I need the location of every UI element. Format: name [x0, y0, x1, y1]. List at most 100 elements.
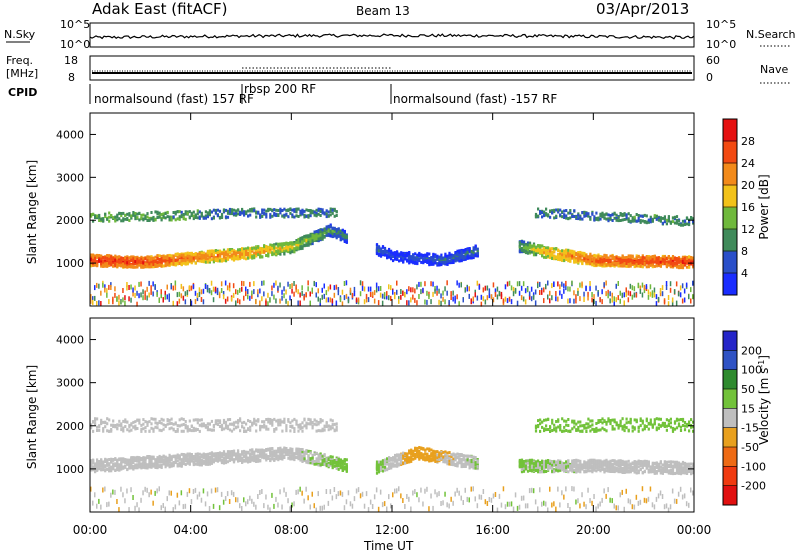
power-cell — [583, 297, 585, 302]
power-cell — [430, 299, 432, 305]
power-cell — [653, 216, 656, 220]
velocity-cell — [257, 494, 259, 499]
power-cell — [241, 211, 244, 215]
power-cell — [327, 232, 330, 236]
power-cell — [416, 261, 419, 265]
velocity-cell — [241, 421, 244, 425]
velocity-cell — [253, 421, 256, 425]
velocity-cell — [164, 465, 167, 469]
power-cell — [166, 210, 169, 214]
velocity-cell — [118, 468, 121, 472]
power-cell — [208, 211, 211, 215]
velocity-cell — [228, 458, 232, 462]
power-cell — [337, 230, 340, 233]
velocity-cell — [253, 501, 255, 507]
power-cell — [333, 234, 336, 238]
power-cell — [150, 257, 153, 261]
power-cell — [659, 216, 662, 220]
power-cell — [232, 255, 236, 259]
power-cell — [396, 252, 399, 256]
colorbar-swatch — [723, 163, 737, 186]
power-cell — [633, 286, 636, 292]
velocity-cell — [216, 487, 219, 493]
power-cell — [444, 286, 446, 292]
power-cell — [235, 254, 238, 258]
power-cell — [627, 212, 630, 216]
velocity-cell — [140, 423, 143, 427]
power-cell — [301, 208, 304, 212]
velocity-cell — [182, 504, 185, 510]
power-cell — [406, 259, 409, 262]
power-cell — [186, 289, 189, 295]
velocity-cell — [245, 429, 248, 433]
power-cell — [416, 300, 418, 306]
power-cell — [534, 212, 538, 216]
velocity-cell — [212, 460, 215, 464]
power-cell — [124, 255, 127, 259]
power-cell — [150, 263, 153, 267]
velocity-cell — [92, 429, 95, 433]
power-cell — [659, 291, 662, 297]
power-cell — [152, 259, 155, 263]
velocity-cell — [122, 492, 124, 498]
power-cell — [577, 258, 580, 262]
power-cell — [605, 259, 608, 262]
velocity-cell — [126, 467, 129, 471]
power-cell — [645, 255, 648, 258]
velocity-cell — [116, 423, 119, 427]
velocity-cell — [126, 460, 129, 464]
power-cell — [319, 207, 322, 211]
velocity-cell — [150, 426, 153, 430]
power-panel-frame — [89, 112, 695, 307]
power-cell — [249, 213, 252, 217]
velocity-cell — [102, 463, 105, 467]
power-cell — [277, 247, 280, 251]
power-cell — [331, 298, 334, 304]
power-cell — [108, 263, 111, 267]
velocity-cell — [247, 499, 249, 505]
power-cell — [277, 209, 280, 212]
velocity-cell — [206, 428, 209, 432]
power-cell — [136, 301, 138, 307]
velocity-cell — [224, 461, 228, 465]
power-cell — [216, 254, 219, 257]
velocity-cell — [198, 491, 201, 497]
power-cell — [126, 285, 128, 291]
velocity-cell — [142, 457, 145, 461]
power-cell — [587, 260, 590, 264]
power-cell — [100, 264, 103, 268]
power-cell — [575, 294, 577, 300]
power-cell — [307, 243, 310, 247]
power-cell — [673, 289, 676, 295]
power-cell — [235, 213, 238, 217]
power-cell — [192, 214, 195, 218]
power-cell — [180, 263, 183, 267]
power-cell — [458, 252, 461, 256]
velocity-cell — [122, 466, 125, 470]
velocity-cell — [136, 459, 139, 463]
velocity-cell — [237, 452, 240, 456]
velocity-cell — [200, 454, 203, 458]
power-cell — [100, 290, 102, 296]
velocity-cell — [196, 459, 199, 463]
power-cell — [104, 259, 107, 263]
power-cell — [633, 217, 636, 221]
power-cell — [315, 239, 318, 242]
velocity-cell — [235, 452, 238, 456]
velocity-cell — [150, 417, 153, 421]
power-cell — [655, 301, 658, 307]
power-cell — [297, 246, 300, 250]
velocity-cell — [134, 424, 137, 428]
power-cell — [420, 256, 423, 260]
power-cell — [325, 212, 328, 216]
power-cell — [337, 231, 340, 235]
power-cell — [651, 219, 654, 223]
power-cell — [235, 211, 238, 215]
date-title: 03/Apr/2013 — [596, 0, 689, 18]
velocity-cell — [230, 450, 234, 453]
velocity-cell — [235, 426, 238, 430]
power-cell — [190, 254, 193, 258]
power-cell — [289, 245, 292, 249]
velocity-cell — [251, 423, 254, 427]
power-cell — [174, 263, 177, 267]
